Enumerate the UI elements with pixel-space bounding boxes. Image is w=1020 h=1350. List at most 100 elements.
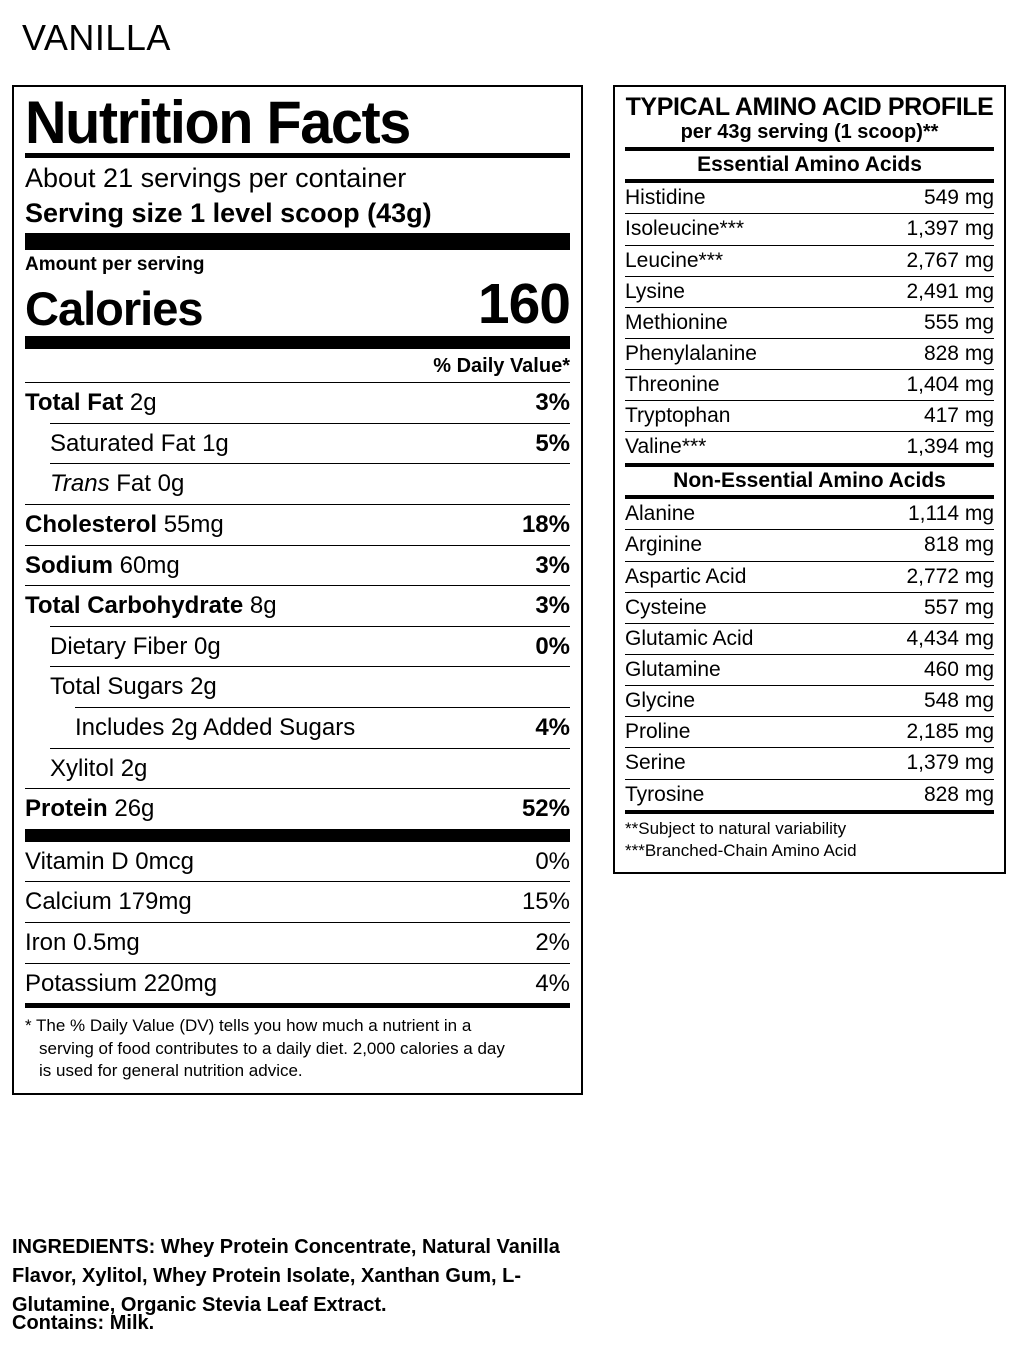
essential-amino-rows: Histidine 549 mg Isoleucine*** 1,397 mg Leuc…: [625, 183, 994, 462]
amino-acid-amount: 1,379 mg: [906, 751, 994, 775]
vitamin-name: Vitamin D 0mcg: [25, 847, 194, 875]
footnote-line-2: serving of food contributes to a daily d…: [39, 1038, 505, 1058]
amino-acid-name: Tyrosine: [625, 782, 705, 806]
amino-acid-amount: 2,491 mg: [906, 279, 994, 303]
amino-acid-name: Phenylalanine: [625, 341, 757, 365]
nutrient-name: Includes 2g Added Sugars: [75, 713, 356, 741]
amino-acid-row: Cysteine 557 mg: [625, 593, 994, 624]
amino-acid-row: Glutamic Acid 4,434 mg: [625, 624, 994, 655]
amino-acid-name: Tryptophan: [625, 404, 731, 428]
amino-acid-panel: TYPICAL AMINO ACID PROFILE per 43g servi…: [613, 85, 1006, 874]
amino-acid-row: Isoleucine*** 1,397 mg: [625, 214, 994, 246]
nutrient-row: Saturated Fat 1g 5%: [50, 422, 570, 464]
contains-allergens: Contains: Milk.: [12, 1312, 155, 1334]
vitamin-row: Vitamin D 0mcg 0%: [25, 842, 570, 882]
amino-acid-amount: 1,397 mg: [906, 217, 994, 241]
amino-acid-amount: 818 mg: [923, 533, 994, 557]
vitamin-daily-value: 0%: [535, 847, 570, 875]
amino-acid-row: Tyrosine 828 mg: [625, 780, 994, 810]
calories-row: Calories 160: [25, 272, 571, 337]
divider-under-protein: [25, 828, 570, 842]
vitamin-rows: Vitamin D 0mcg 0% Calcium 179mg 15% Iron 0.5…: [25, 842, 570, 1003]
amino-note-bcaa: ***Branched-Chain Amino Acid: [625, 840, 857, 860]
amino-footnotes: **Subject to natural variability ***Bran…: [625, 814, 994, 862]
amino-acid-amount: 548 mg: [923, 689, 994, 713]
serving-size: Serving size 1 level scoop (43g): [25, 197, 432, 228]
amino-panel-title: TYPICAL AMINO ACID PROFILE: [625, 93, 994, 121]
amino-acid-row: Histidine 549 mg: [625, 183, 994, 215]
amino-acid-row: Aspartic Acid 2,772 mg: [625, 562, 994, 593]
amino-acid-row: Alanine 1,114 mg: [625, 499, 994, 531]
nutrient-row: Xylitol 2g: [50, 747, 570, 789]
amino-acid-row: Phenylalanine 828 mg: [625, 339, 994, 371]
amino-acid-amount: 417 mg: [923, 404, 994, 428]
footnote-line-1: * The % Daily Value (DV) tells you how m…: [25, 1016, 472, 1036]
amino-acid-name: Isoleucine***: [625, 217, 745, 241]
amino-acid-amount: 1,394 mg: [906, 435, 994, 459]
vitamin-daily-value: 2%: [535, 928, 570, 956]
amino-acid-name: Glycine: [625, 689, 696, 713]
amino-acid-name: Threonine: [625, 373, 720, 397]
amino-acid-name: Serine: [625, 751, 686, 775]
amino-acid-row: Proline 2,185 mg: [625, 717, 994, 749]
amino-acid-amount: 1,114 mg: [908, 502, 994, 526]
divider-under-amino-rows: [625, 809, 994, 814]
nutrient-name: Total Carbohydrate 8g: [25, 592, 277, 620]
amino-acid-name: Glutamine: [625, 658, 721, 681]
amino-acid-name: Valine***: [625, 435, 707, 459]
amino-acid-name: Glutamic Acid: [625, 626, 754, 650]
vitamin-name: Calcium 179mg: [25, 888, 192, 916]
amino-acid-amount: 828 mg: [923, 341, 994, 365]
calories-label: Calories: [25, 282, 203, 336]
divider-under-title: [25, 153, 570, 158]
non-essential-amino-acids-header: Non-Essential Amino Acids: [625, 462, 994, 500]
amino-acid-row: Methionine 555 mg: [625, 308, 994, 339]
essential-amino-acids-header: Essential Amino Acids: [625, 146, 994, 184]
nutrient-name: Cholesterol 55mg: [25, 511, 224, 538]
amino-acid-amount: 828 mg: [923, 782, 994, 806]
nutrient-row: Dietary Fiber 0g 0%: [50, 625, 570, 667]
amino-acid-amount: 549 mg: [923, 186, 994, 210]
nutrient-rows: Total Fat 2g 3% Saturated Fat 1g 5% Trans Fa…: [25, 382, 570, 829]
nutrient-name: Protein 26g: [25, 795, 155, 823]
nutrient-name: Xylitol 2g: [50, 754, 148, 782]
amino-acid-amount: 555 mg: [923, 310, 994, 334]
nutrient-daily-value: 3%: [535, 389, 570, 417]
footnote-line-3: is used for general nutrition advice.: [39, 1061, 303, 1081]
nutrient-daily-value: 5%: [535, 429, 570, 457]
amino-acid-row: Threonine 1,404 mg: [625, 370, 994, 402]
amino-acid-name: Arginine: [625, 533, 703, 557]
nutrient-row: Sodium 60mg 3%: [25, 544, 570, 586]
divider-thick-serving: [25, 233, 570, 251]
amino-panel-subtitle: per 43g serving (1 scoop)**: [680, 120, 939, 143]
nutrient-daily-value: 4%: [535, 713, 570, 741]
amino-note-variability: **Subject to natural variability: [625, 818, 847, 838]
nutrition-facts-title: Nutrition Facts: [25, 89, 411, 156]
calories-value: 160: [477, 272, 571, 337]
daily-value-footnote: * The % Daily Value (DV) tells you how m…: [25, 1008, 570, 1093]
nutrient-row: Includes 2g Added Sugars 4%: [75, 706, 570, 748]
nutrient-name: Saturated Fat 1g: [50, 429, 229, 457]
amino-acid-name: Proline: [625, 720, 691, 744]
vitamin-name: Iron 0.5mg: [25, 928, 140, 956]
amino-acid-name: Lysine: [625, 279, 685, 303]
vitamin-row: Iron 0.5mg 2%: [25, 921, 570, 963]
ingredients-text: INGREDIENTS: Whey Protein Concentrate, N…: [12, 1236, 560, 1316]
nutrition-facts-panel: Nutrition Facts About 21 servings per co…: [12, 85, 583, 1095]
nutrient-daily-value: 0%: [535, 632, 570, 660]
nutrient-name: Total Fat 2g: [25, 389, 157, 417]
amino-acid-row: Tryptophan 417 mg: [625, 401, 994, 433]
vitamin-row: Potassium 220mg 4%: [25, 962, 570, 1004]
amino-acid-name: Methionine: [625, 310, 728, 334]
nutrient-daily-value: 18%: [521, 511, 570, 538]
amino-acid-amount: 2,772 mg: [906, 564, 994, 588]
amino-acid-amount: 2,185 mg: [906, 720, 994, 744]
nutrient-row: Cholesterol 55mg 18%: [25, 504, 570, 545]
divider-under-calories: [25, 336, 570, 350]
amino-acid-name: Histidine: [625, 186, 706, 210]
amino-acid-name: Aspartic Acid: [625, 564, 747, 588]
amino-acid-row: Glycine 548 mg: [625, 686, 994, 718]
amino-acid-name: Leucine***: [625, 248, 724, 272]
amino-acid-amount: 1,404 mg: [906, 373, 994, 397]
